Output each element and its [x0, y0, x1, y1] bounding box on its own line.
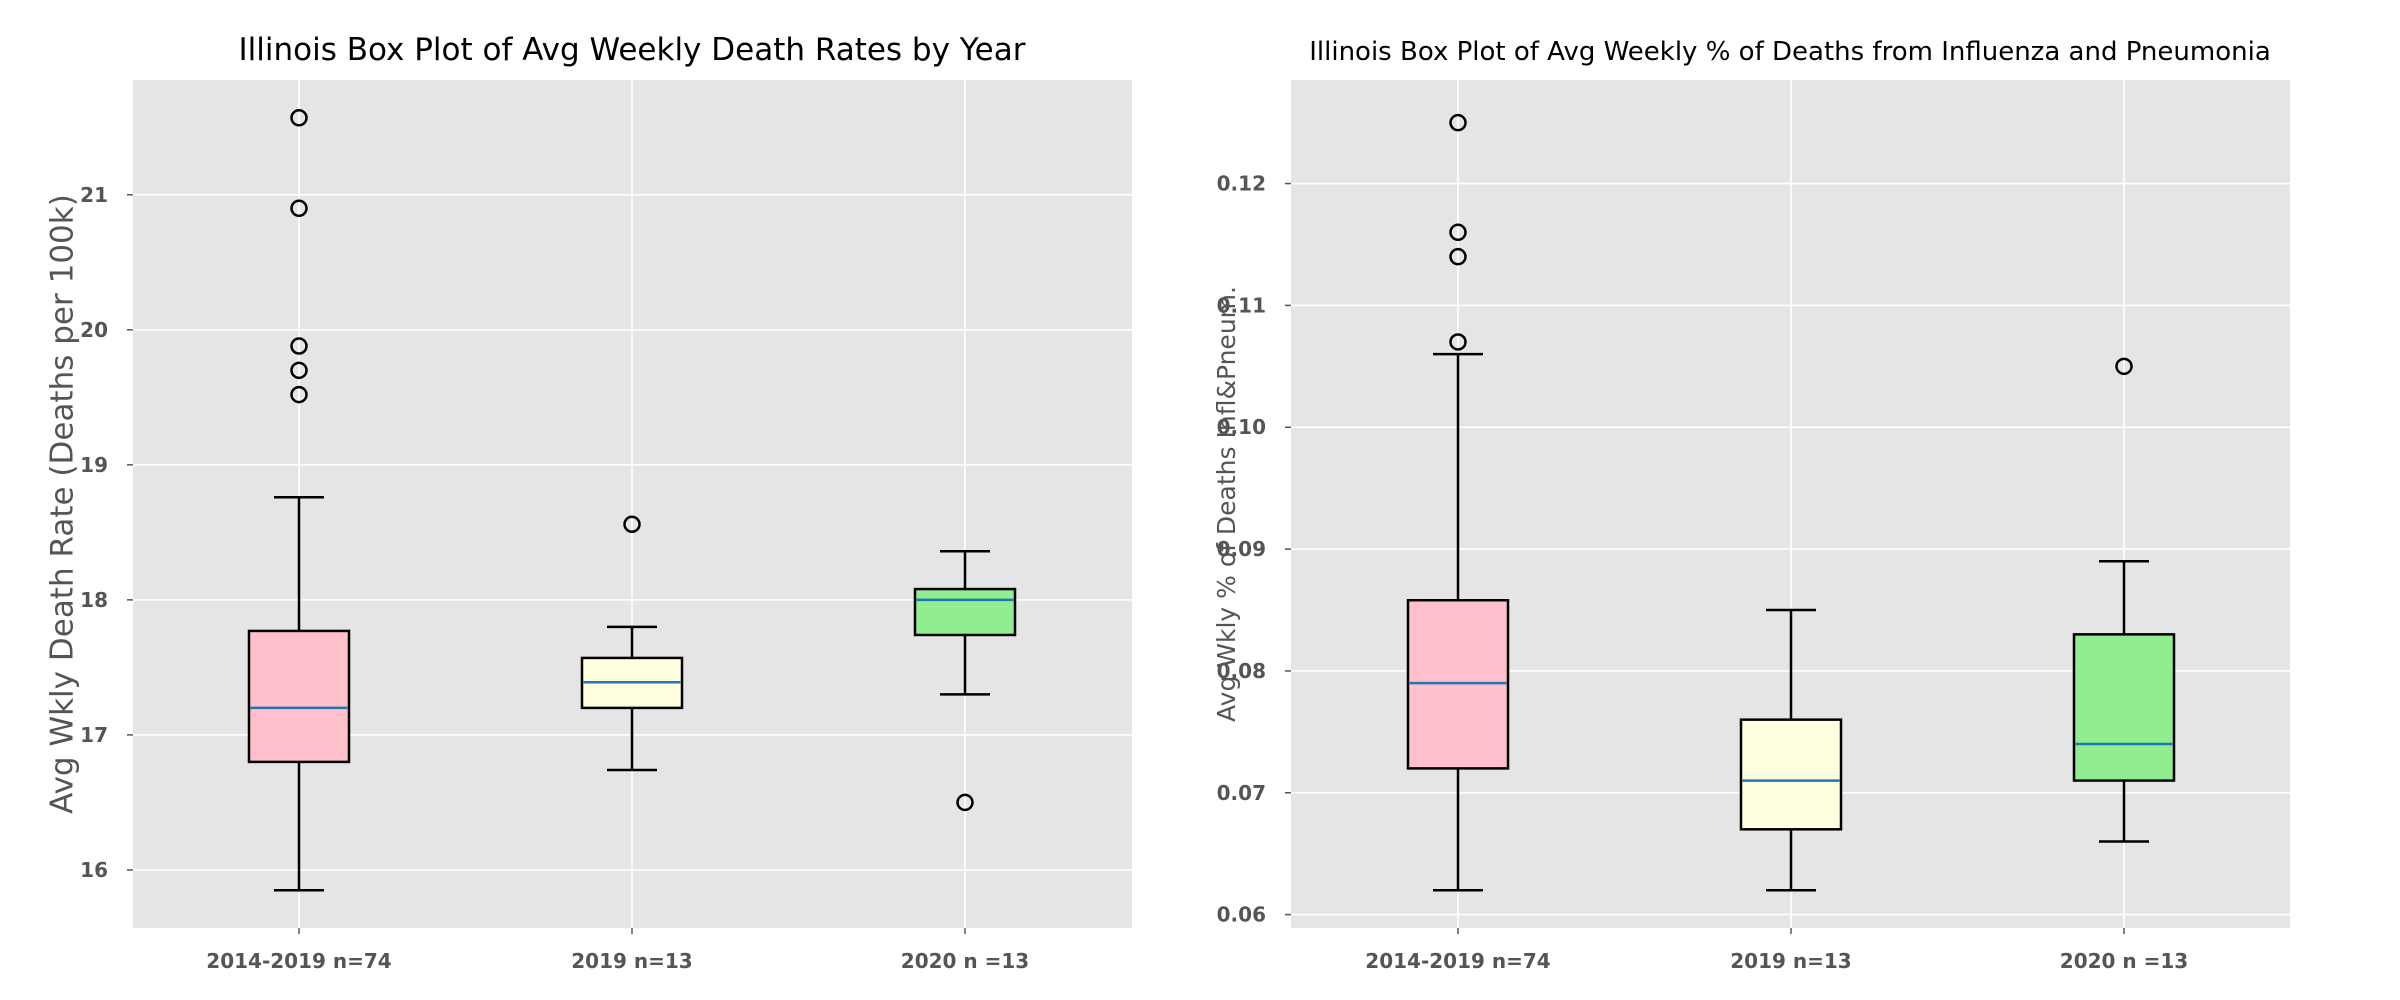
death-rate-boxplot-panel: 16 17 18 19 20 21 2014-2019 n=74 2019 n=13 2020 … — [45, 32, 1132, 973]
death-rate-boxplot-chart: 16 17 18 19 20 21 2014-2019 n=74 2019 n=13 2020 … — [45, 32, 1132, 973]
y-tick-label: 21 — [80, 183, 108, 207]
box-iqr — [1739, 718, 1843, 831]
y-tick-label: 0.08 — [1217, 659, 1266, 683]
y-tick-label: 0.10 — [1217, 415, 1266, 439]
outlier-point — [290, 199, 308, 218]
x-tick-label: 2014-2019 n=74 — [206, 949, 391, 973]
chart-title: Illinois Box Plot of Avg Weekly % of Dea… — [1309, 37, 2271, 67]
box-group — [247, 109, 351, 892]
influenza-pneumonia-boxplot-chart: 0.06 0.07 0.08 0.09 0.10 0.11 0.12 2014-2019 n=… — [1212, 37, 2290, 973]
x-tick-label: 2020 n =13 — [901, 949, 1029, 973]
outlier-point — [290, 109, 308, 127]
x-tick-label: 2020 n =13 — [2060, 949, 2188, 973]
y-tick-label: 19 — [80, 453, 108, 477]
x-tick-label: 2019 n=13 — [571, 949, 692, 973]
influenza-pneumonia-boxplot-panel: 0.06 0.07 0.08 0.09 0.10 0.11 0.12 2014-2019 n=… — [1200, 0, 2400, 1000]
outlier-point — [1449, 333, 1467, 351]
box-group — [913, 550, 1017, 812]
chart-title: Illinois Box Plot of Avg Weekly Death Ra… — [239, 32, 1026, 68]
box-group — [1739, 608, 1843, 892]
y-axis-label: Avg Wkly % of Deaths Infl&Pneum. — [1212, 286, 1241, 722]
outlier-point — [290, 385, 308, 404]
outlier-point — [1449, 223, 1467, 242]
y-tick-label: 0.06 — [1217, 903, 1266, 927]
box-iqr — [913, 587, 1017, 637]
outlier-point — [290, 361, 308, 380]
box-group — [1406, 113, 1510, 892]
box-iqr — [247, 629, 351, 764]
y-tick-label: 17 — [80, 723, 108, 747]
y-tick-label: 0.07 — [1217, 781, 1266, 805]
box-group — [580, 515, 684, 772]
outlier-point — [290, 337, 308, 355]
outlier-point — [623, 515, 641, 534]
y-tick-label: 20 — [80, 318, 108, 342]
y-tick-label: 16 — [80, 858, 108, 882]
y-axis-label: Avg Wkly Death Rate (Deaths per 100k) — [45, 194, 81, 814]
x-tick-label: 2014-2019 n=74 — [1365, 949, 1550, 973]
y-tick-label: 0.09 — [1217, 537, 1266, 561]
y-tick-label: 0.11 — [1217, 293, 1266, 317]
outlier-point — [2115, 357, 2133, 376]
y-tick-label: 0.12 — [1217, 172, 1266, 196]
outlier-point — [956, 793, 974, 812]
x-tick-label: 2019 n=13 — [1730, 949, 1851, 973]
outlier-point — [1449, 113, 1467, 132]
box-group — [2072, 357, 2176, 843]
y-tick-label: 18 — [80, 588, 108, 612]
outlier-point — [1449, 247, 1467, 266]
box-iqr — [2072, 633, 2176, 782]
